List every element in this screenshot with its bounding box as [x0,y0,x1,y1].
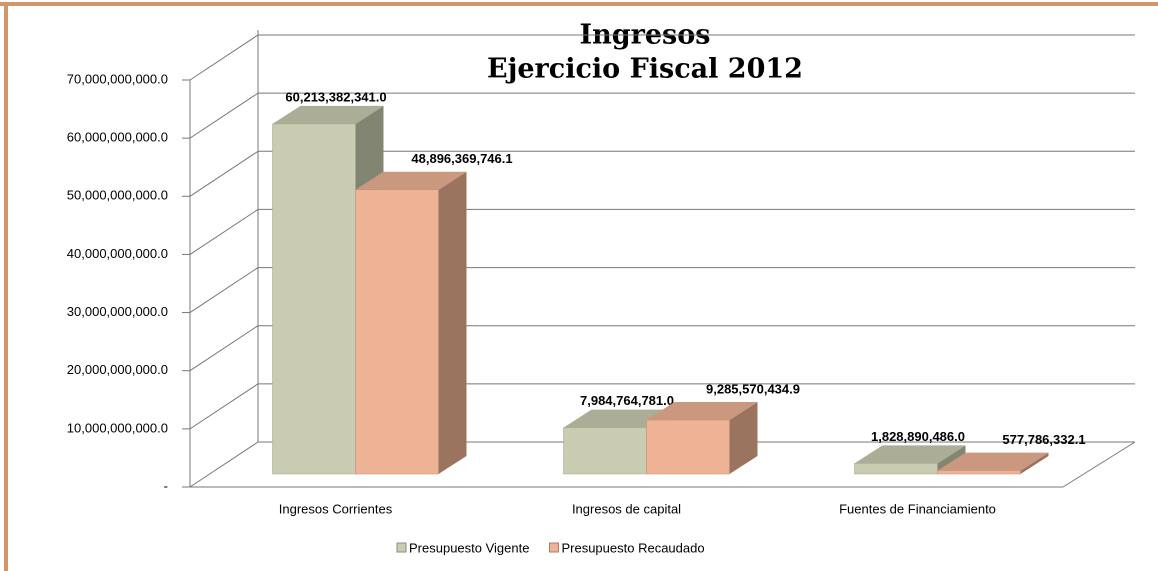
bar [272,123,356,475]
y-tick-label: - [164,478,168,493]
y-tick-label: 40,000,000,000.0 [67,246,168,261]
grid-line-side [189,92,259,139]
bar [355,189,439,475]
bar-top [272,105,384,124]
bar [937,470,1021,475]
y-tick-label: 10,000,000,000.0 [67,420,168,435]
bar-top [646,402,758,421]
bar-side [438,171,467,475]
value-label: 9,285,570,434.9 [706,381,800,396]
bar [646,419,730,475]
grid-line-side [189,34,259,81]
x-tick-label: Ingresos de capital [572,501,681,516]
grid-line-side [189,267,259,313]
legend-swatch [548,542,559,553]
grid-line-side [189,209,259,255]
legend-label: Presupuesto Vigente [409,540,529,555]
value-label: 60,213,382,341.0 [285,89,386,104]
legend-swatch [396,542,407,553]
y-tick-label: 70,000,000,000.0 [67,71,168,86]
y-tick-label: 50,000,000,000.0 [67,188,168,203]
bar [854,463,938,475]
chart-title: Ejercicio Fiscal 2012 [487,54,803,85]
bar [563,427,647,475]
bar-top [854,445,966,464]
value-label: 7,984,764,781.0 [580,393,674,408]
bar-side [1020,452,1049,474]
floor-right [1062,441,1136,488]
bar-side [729,402,758,474]
y-tick-label: 60,000,000,000.0 [67,130,168,145]
value-label: 1,828,890,486.0 [871,429,965,444]
grid-line-side [189,441,259,488]
grid-line-side [189,150,259,197]
grid-line-side [189,383,259,430]
y-tick-label: 20,000,000,000.0 [67,362,168,377]
bar-top [937,452,1049,471]
value-label: 577,786,332.1 [1002,432,1085,447]
bar-top [355,171,467,190]
y-tick-label: 30,000,000,000.0 [67,304,168,319]
x-tick-label: Fuentes de Financiamiento [839,501,996,516]
legend-label: Presupuesto Recaudado [561,540,704,555]
value-label: 48,896,369,746.1 [411,151,512,166]
grid-line-side [189,325,259,372]
x-tick-label: Ingresos Corrientes [279,501,393,516]
